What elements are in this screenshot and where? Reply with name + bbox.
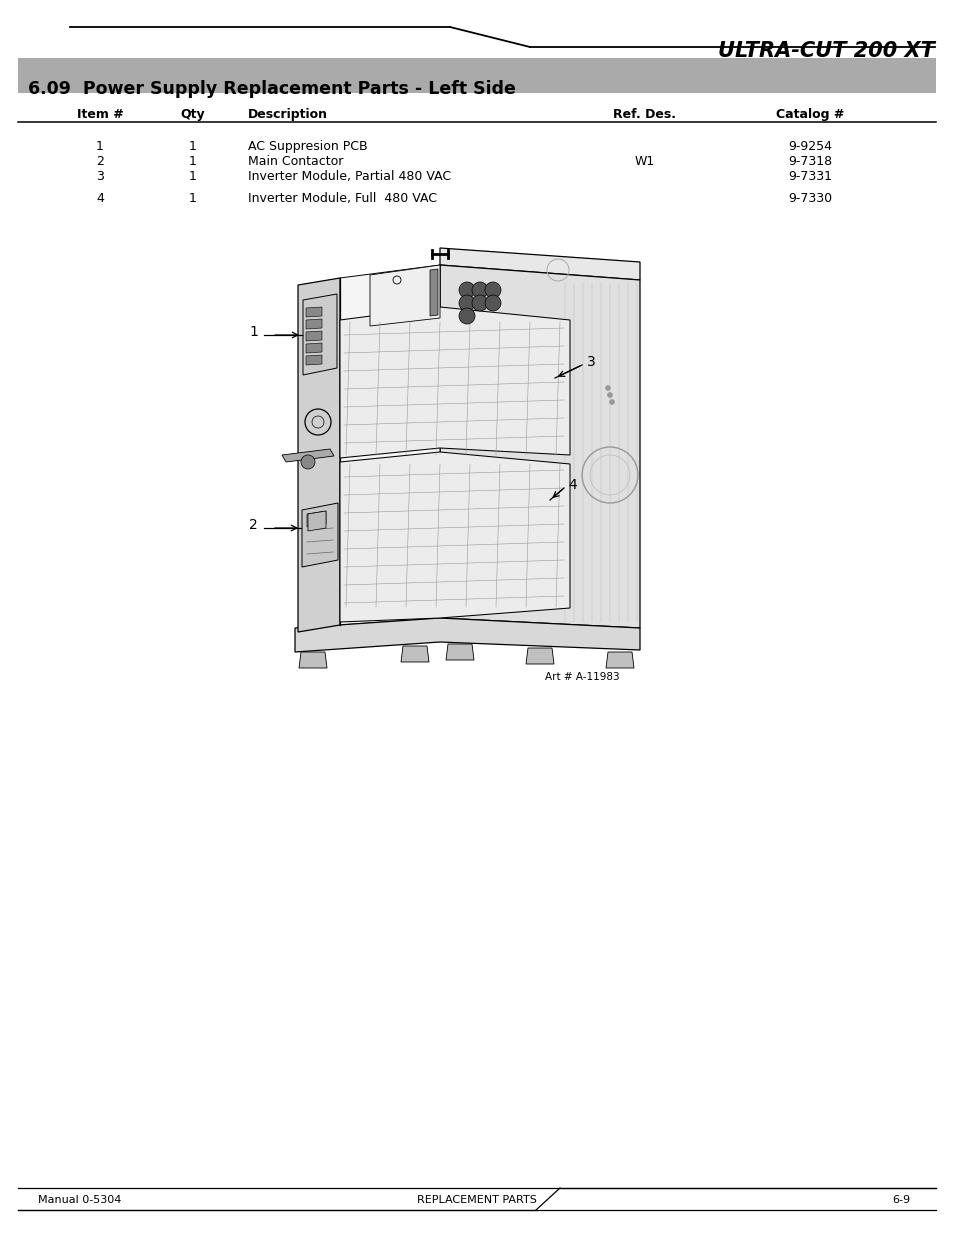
Text: REPLACEMENT PARTS: REPLACEMENT PARTS [416,1195,537,1205]
Circle shape [484,295,500,311]
Text: Description: Description [248,107,328,121]
Polygon shape [294,618,639,652]
Polygon shape [339,266,439,625]
Circle shape [458,295,475,311]
Polygon shape [339,308,569,458]
Polygon shape [400,646,429,662]
Text: 2: 2 [249,517,257,532]
Text: 6.09  Power Supply Replacement Parts - Left Side: 6.09 Power Supply Replacement Parts - Le… [28,80,516,98]
Polygon shape [525,648,554,664]
Text: 1: 1 [189,191,196,205]
Text: 3: 3 [586,354,595,369]
Text: Qty: Qty [180,107,205,121]
Polygon shape [282,450,334,462]
Text: 9-7331: 9-7331 [787,170,831,183]
Polygon shape [298,652,327,668]
Polygon shape [430,269,437,316]
Text: Item #: Item # [76,107,123,121]
Text: 4: 4 [96,191,104,205]
Polygon shape [297,278,339,632]
Text: Inverter Module, Full  480 VAC: Inverter Module, Full 480 VAC [248,191,436,205]
Text: 1: 1 [249,325,257,338]
Text: Main Contactor: Main Contactor [248,156,343,168]
Polygon shape [306,319,322,329]
Text: 6-9: 6-9 [891,1195,909,1205]
Text: AC Suppresion PCB: AC Suppresion PCB [248,140,367,153]
Text: 1: 1 [96,140,104,153]
Circle shape [605,385,610,390]
Text: 4: 4 [567,478,577,492]
Text: Inverter Module, Partial 480 VAC: Inverter Module, Partial 480 VAC [248,170,451,183]
Polygon shape [302,503,337,567]
Bar [18,58,935,93]
Polygon shape [307,511,326,527]
Circle shape [458,282,475,298]
Text: 3: 3 [96,170,104,183]
Circle shape [458,308,475,324]
Polygon shape [605,652,634,668]
Polygon shape [303,294,336,375]
Circle shape [472,295,488,311]
Text: 2: 2 [96,156,104,168]
Text: 1: 1 [189,156,196,168]
Polygon shape [339,452,569,622]
Circle shape [301,454,314,469]
Text: 9-9254: 9-9254 [787,140,831,153]
Polygon shape [308,511,326,531]
Text: 9-7330: 9-7330 [787,191,831,205]
Polygon shape [306,354,322,366]
Text: 1: 1 [189,170,196,183]
Circle shape [484,282,500,298]
Polygon shape [306,331,322,341]
Polygon shape [439,248,639,280]
Circle shape [609,399,614,405]
Circle shape [607,393,612,398]
Text: Manual 0-5304: Manual 0-5304 [38,1195,121,1205]
Polygon shape [370,266,439,326]
Circle shape [472,282,488,298]
Text: W1: W1 [634,156,655,168]
Text: Ref. Des.: Ref. Des. [613,107,676,121]
Text: Art # A-11983: Art # A-11983 [545,672,619,682]
Polygon shape [306,343,322,353]
Text: Catalog #: Catalog # [775,107,843,121]
Polygon shape [446,643,474,659]
Polygon shape [439,266,639,629]
Text: 1: 1 [189,140,196,153]
Polygon shape [306,308,322,317]
Text: 9-7318: 9-7318 [787,156,831,168]
Text: ULTRA-CUT 200 XT: ULTRA-CUT 200 XT [718,41,934,61]
